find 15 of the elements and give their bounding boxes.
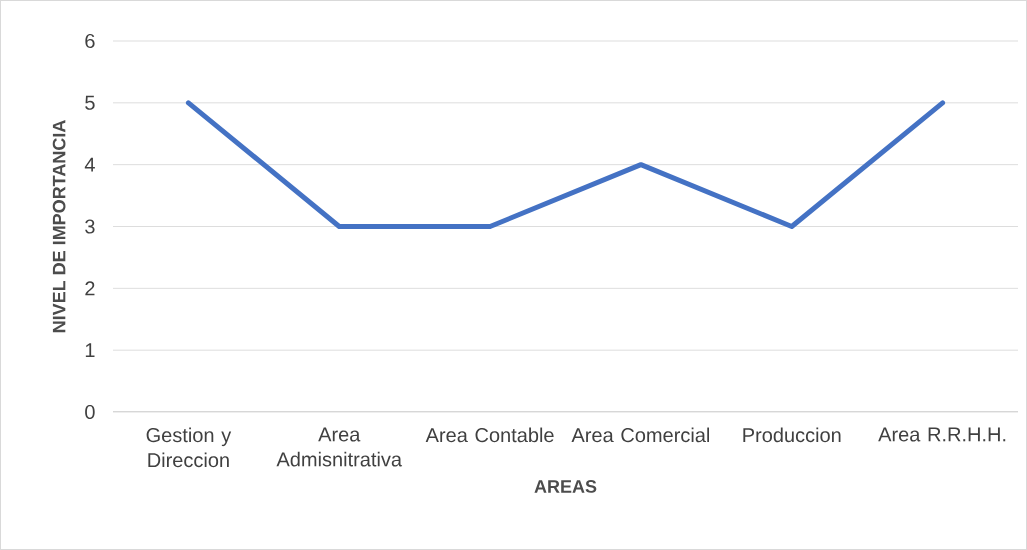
y-tick-label: 1: [85, 343, 95, 358]
y-axis-title: NIVEL DE IMPORTANCIA: [52, 120, 66, 333]
x-tick-label: Area R.R.H.H.: [878, 427, 1006, 442]
y-tick-label: 0: [85, 404, 95, 420]
x-tick-label: Produccion: [743, 427, 841, 443]
x-axis-title: AREAS: [534, 480, 597, 493]
y-tick-label: 3: [85, 219, 95, 234]
y-tick-label: 4: [84, 157, 95, 172]
y-tick-label: 5: [85, 95, 95, 110]
x-tick-label: Area Comercial: [571, 427, 710, 443]
y-tick-label: 6: [85, 33, 95, 49]
x-tick-label: Area Admisnitrativa: [276, 427, 403, 467]
y-tick-label: 2: [85, 281, 95, 296]
x-tick-label: Gestion y Direccion: [146, 427, 232, 468]
x-tick-label: Area Contable: [425, 427, 554, 443]
